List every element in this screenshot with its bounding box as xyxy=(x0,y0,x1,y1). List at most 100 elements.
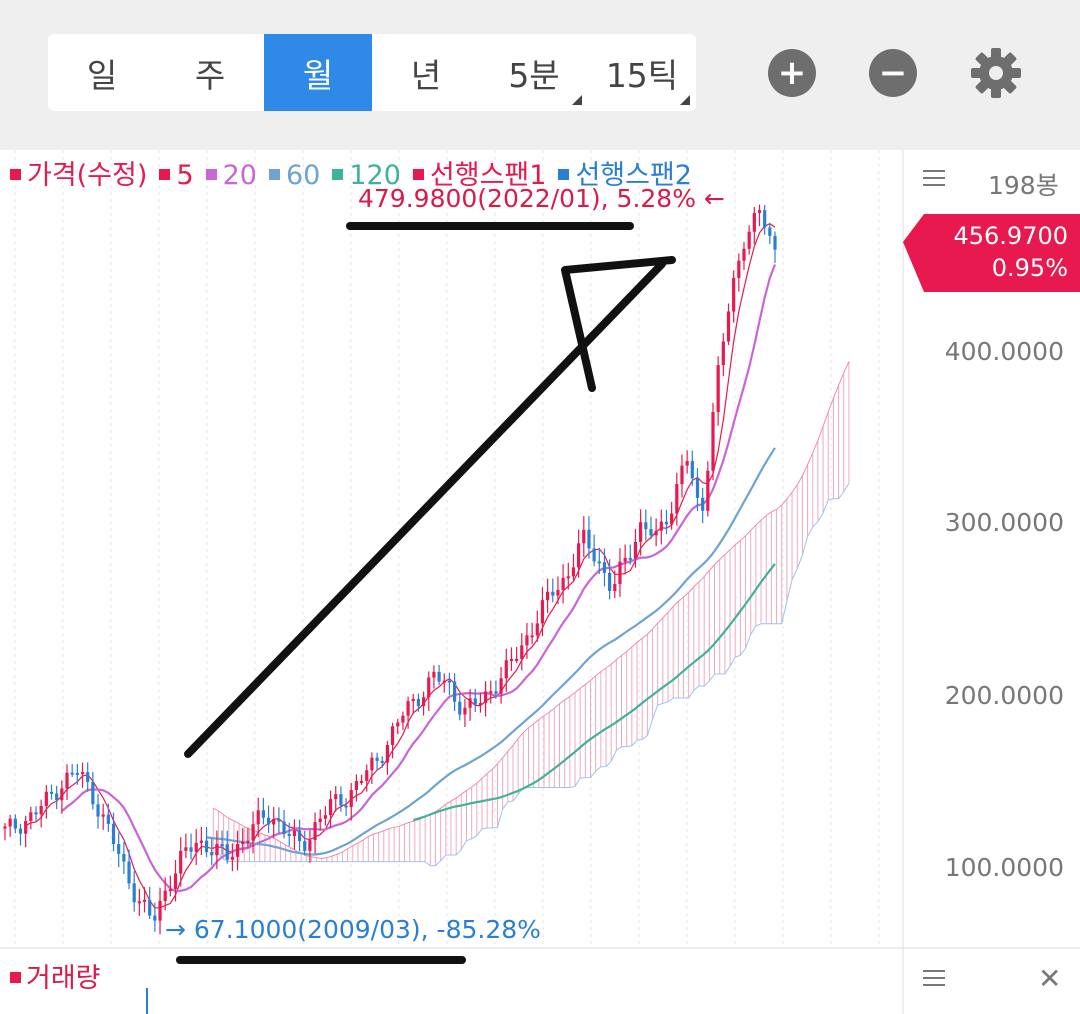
candle xyxy=(390,726,395,745)
candle xyxy=(478,703,483,706)
tab-label: 년 xyxy=(410,55,442,95)
candle xyxy=(757,210,762,213)
candle xyxy=(577,543,581,568)
candle xyxy=(241,841,245,845)
candle xyxy=(308,840,312,851)
candle xyxy=(29,812,33,821)
tab-1[interactable]: 주 xyxy=(156,34,264,111)
candle xyxy=(654,530,658,536)
candle xyxy=(179,850,183,874)
legend-swatch xyxy=(332,169,344,180)
legend-item: 5 xyxy=(159,160,199,191)
candle xyxy=(406,701,410,716)
candle xyxy=(763,210,767,228)
candle xyxy=(235,844,240,857)
tab-5[interactable]: 15틱 xyxy=(588,34,696,111)
legend-item: 60 xyxy=(268,160,326,191)
candle xyxy=(148,899,152,916)
candle xyxy=(695,478,700,498)
ma120-line xyxy=(412,563,776,822)
legend-item: 120 xyxy=(332,160,407,191)
tab-label: 15틱 xyxy=(605,55,679,95)
candle xyxy=(370,757,374,771)
candle xyxy=(525,635,529,646)
candle xyxy=(318,818,322,823)
candle xyxy=(664,521,669,525)
candle xyxy=(230,856,234,860)
volume-menu-icon[interactable] xyxy=(923,970,945,986)
candle xyxy=(582,529,586,544)
candle xyxy=(287,833,291,836)
candle xyxy=(701,497,705,511)
user-drawing xyxy=(176,222,676,964)
candle xyxy=(173,873,178,890)
close-icon[interactable]: ✕ xyxy=(1038,962,1062,995)
candle xyxy=(297,830,302,842)
gear-icon[interactable] xyxy=(969,46,1023,100)
candle xyxy=(365,770,369,781)
current-change: 0.95% xyxy=(991,254,1068,282)
right-arrow-icon: → xyxy=(165,915,186,944)
candle xyxy=(137,901,141,904)
candle xyxy=(24,820,28,834)
candle xyxy=(484,691,488,704)
chart-legend: 가격(수정) 5 20 60 120 선행스팬1 선행스팬2 xyxy=(10,153,704,192)
candle xyxy=(499,678,503,694)
tab-3[interactable]: 년 xyxy=(372,34,480,111)
legend-label: 60 xyxy=(285,160,321,191)
tab-2[interactable]: 월 xyxy=(264,34,372,111)
candle xyxy=(566,576,570,579)
candle xyxy=(225,844,229,860)
candle xyxy=(323,815,328,819)
tab-0[interactable]: 일 xyxy=(48,34,156,111)
legend-swatch xyxy=(412,169,424,180)
y-tick-200: 200.0000 xyxy=(944,681,1064,710)
candle xyxy=(199,840,203,843)
price-tag xyxy=(903,214,1080,292)
candle xyxy=(633,541,638,559)
candle xyxy=(13,818,17,829)
candle xyxy=(49,791,54,794)
current-price: 456.9700 xyxy=(953,222,1068,250)
candle xyxy=(101,814,105,817)
more-options-icon xyxy=(572,95,582,105)
tab-4[interactable]: 5분 xyxy=(480,34,588,111)
candle xyxy=(520,645,524,659)
current-price-tag: 456.9700 0.95% xyxy=(904,214,1080,292)
candle xyxy=(773,235,777,250)
candle xyxy=(334,794,338,800)
legend-item: 20 xyxy=(205,160,263,191)
candle xyxy=(8,818,12,827)
price-chart[interactable] xyxy=(0,150,1080,1014)
high-annotation: 479.9800(2022/01), 5.28% ← xyxy=(358,184,725,213)
candle xyxy=(427,677,431,698)
tab-label: 주 xyxy=(194,55,226,95)
candle xyxy=(551,591,555,596)
legend-swatch xyxy=(558,169,570,180)
candle xyxy=(737,260,741,278)
candle xyxy=(721,341,725,366)
zoom-in-button[interactable]: + xyxy=(768,49,816,97)
candle xyxy=(153,915,157,921)
zoom-out-button[interactable]: − xyxy=(869,49,917,97)
tab-label: 일 xyxy=(86,55,118,95)
candle xyxy=(396,722,400,727)
candle xyxy=(504,660,508,679)
candle xyxy=(44,791,48,806)
legend-label: 20 xyxy=(222,160,257,191)
candle xyxy=(535,623,539,636)
candle xyxy=(189,847,193,852)
candle xyxy=(680,465,684,485)
candle xyxy=(385,744,390,763)
candle xyxy=(96,804,100,817)
candle xyxy=(339,794,343,806)
legend-label: 120 xyxy=(349,160,401,191)
candle xyxy=(168,889,172,892)
candle xyxy=(39,805,43,815)
candle xyxy=(592,548,596,562)
tab-label: 월 xyxy=(302,55,334,95)
tab-label: 5분 xyxy=(508,55,560,95)
legend-item: 선행스팬1 xyxy=(412,160,553,191)
legend-label: 선행스팬2 xyxy=(575,160,692,191)
menu-icon[interactable] xyxy=(923,170,945,186)
